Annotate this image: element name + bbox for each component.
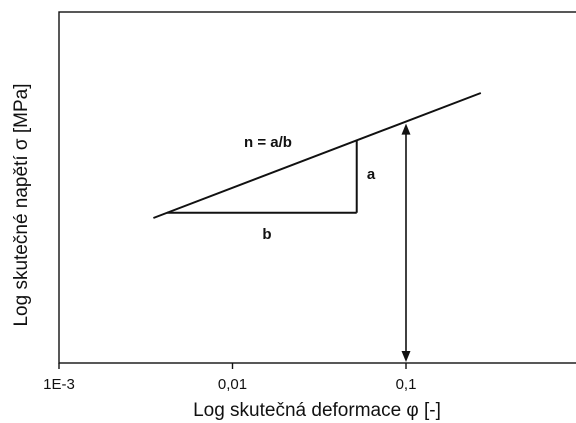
x-axis-label: Log skutečná deformace φ [-] (193, 400, 441, 421)
x-axis-ticks: 1E-30,010,11 (43, 363, 417, 393)
series-line (153, 92, 482, 219)
arrow-head-up-icon (401, 123, 411, 135)
x-tick-label: 1E-3 (43, 376, 75, 393)
x-tick-label: 0,01 (218, 376, 247, 393)
arrow-head-down-icon (401, 351, 411, 362)
plot-frame (58, 11, 576, 364)
run-label: b (262, 226, 271, 243)
y-axis-label: Log skutečné napětí σ [MPa] (11, 83, 32, 326)
rise-label: a (367, 166, 376, 183)
slope-label: n = a/b (244, 134, 292, 151)
x-tick-label: 0,1 (396, 376, 417, 393)
